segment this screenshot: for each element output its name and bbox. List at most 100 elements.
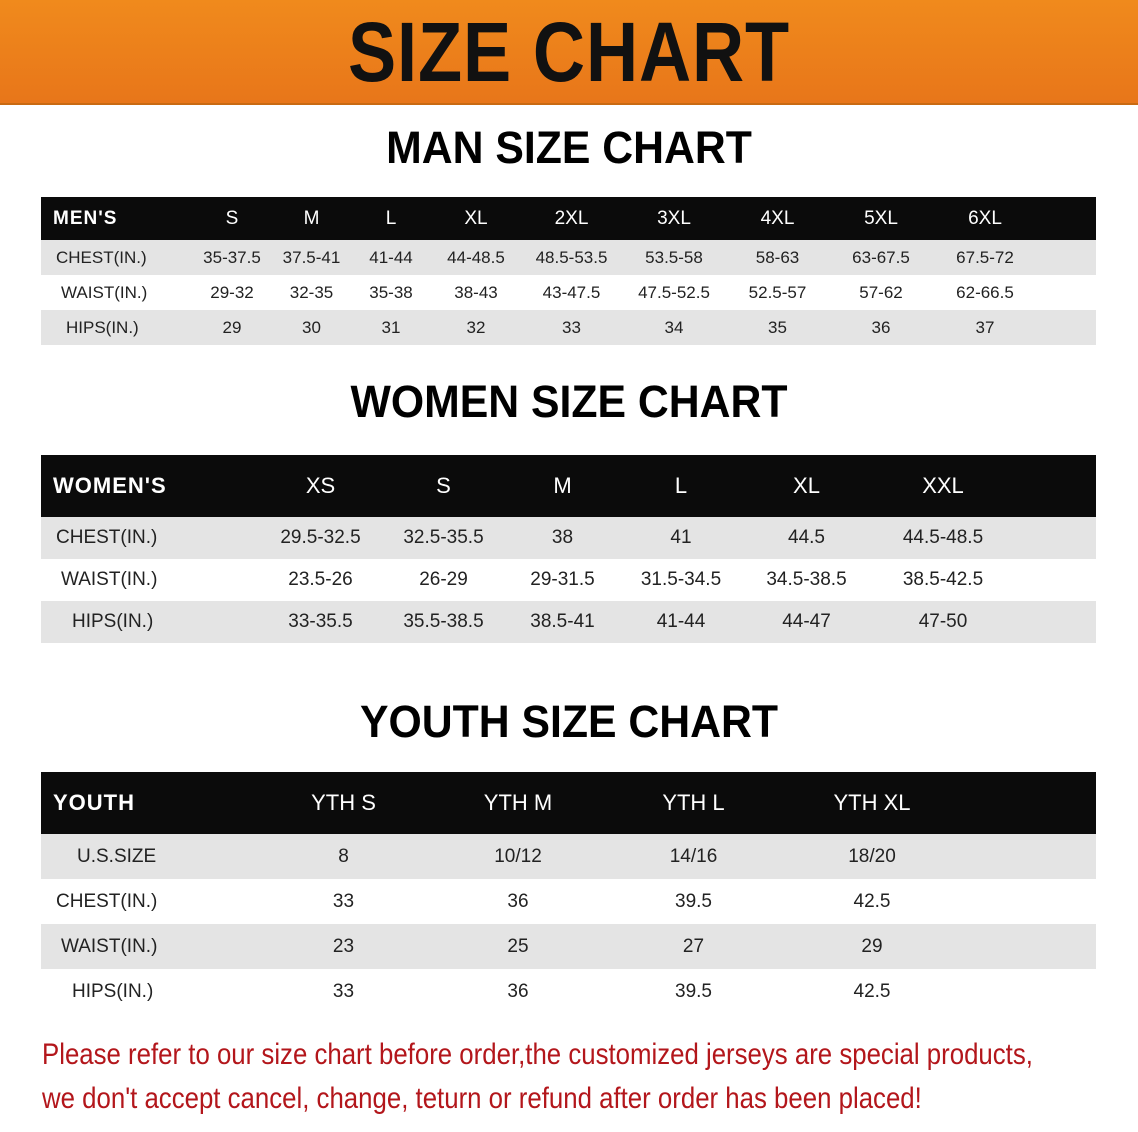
measurement-cell: 44.5 bbox=[741, 517, 872, 559]
row-label: U.S.SIZE bbox=[41, 834, 256, 879]
measurement-cell: 44.5-48.5 bbox=[872, 517, 1014, 559]
header-filler bbox=[1037, 197, 1096, 240]
row-filler bbox=[962, 834, 1096, 879]
measurement-cell: 35-37.5 bbox=[192, 240, 272, 275]
table-row: WAIST(IN.) 29-32 32-35 35-38 38-43 43-47.5 47.… bbox=[41, 275, 1096, 310]
row-label: WAIST(IN.) bbox=[41, 275, 192, 310]
table-row: HIPS(IN.) 29 30 31 32 33 34 35 36 37 bbox=[41, 310, 1096, 345]
measurement-cell: 38.5-41 bbox=[504, 601, 621, 643]
women-header-label: WOMEN'S bbox=[41, 455, 258, 517]
size-column-header: YTH XL bbox=[782, 772, 962, 834]
measurement-cell: 23.5-26 bbox=[258, 559, 383, 601]
measurement-cell: 36 bbox=[431, 879, 605, 924]
measurement-cell: 33 bbox=[256, 879, 431, 924]
measurement-cell: 62-66.5 bbox=[933, 275, 1037, 310]
measurement-cell: 34.5-38.5 bbox=[741, 559, 872, 601]
measurement-cell: 29.5-32.5 bbox=[258, 517, 383, 559]
measurement-cell: 36 bbox=[829, 310, 933, 345]
table-row: WAIST(IN.) 23.5-26 26-29 29-31.5 31.5-34.5 34… bbox=[41, 559, 1096, 601]
measurement-cell: 14/16 bbox=[605, 834, 782, 879]
measurement-cell: 47.5-52.5 bbox=[622, 275, 726, 310]
measurement-cell: 33 bbox=[521, 310, 622, 345]
row-label: CHEST(IN.) bbox=[41, 879, 256, 924]
measurement-cell: 44-48.5 bbox=[431, 240, 521, 275]
youth-header-label: YOUTH bbox=[41, 772, 256, 834]
men-size-table: MEN'S S M L XL 2XL 3XL 4XL 5XL 6XL CHEST(IN.) 35-37… bbox=[41, 197, 1096, 345]
row-label: WAIST(IN.) bbox=[41, 559, 258, 601]
table-row: CHEST(IN.) 33 36 39.5 42.5 bbox=[41, 879, 1096, 924]
size-column-header: YTH M bbox=[431, 772, 605, 834]
measurement-cell: 10/12 bbox=[431, 834, 605, 879]
measurement-cell: 36 bbox=[431, 969, 605, 1014]
measurement-cell: 33 bbox=[256, 969, 431, 1014]
men-header-label: MEN'S bbox=[41, 197, 192, 240]
size-column-header: 2XL bbox=[521, 197, 622, 240]
measurement-cell: 30 bbox=[272, 310, 351, 345]
measurement-cell: 32-35 bbox=[272, 275, 351, 310]
row-filler bbox=[1014, 517, 1096, 559]
table-row: WAIST(IN.) 23 25 27 29 bbox=[41, 924, 1096, 969]
measurement-cell: 33-35.5 bbox=[258, 601, 383, 643]
measurement-cell: 23 bbox=[256, 924, 431, 969]
measurement-cell: 52.5-57 bbox=[726, 275, 829, 310]
measurement-cell: 39.5 bbox=[605, 879, 782, 924]
size-column-header: 3XL bbox=[622, 197, 726, 240]
row-filler bbox=[1037, 310, 1096, 345]
measurement-cell: 37 bbox=[933, 310, 1037, 345]
measurement-cell: 67.5-72 bbox=[933, 240, 1037, 275]
youth-header-row: YOUTH YTH S YTH M YTH L YTH XL bbox=[41, 772, 1096, 834]
table-row: CHEST(IN.) 35-37.5 37.5-41 41-44 44-48.5 48.5… bbox=[41, 240, 1096, 275]
measurement-cell: 39.5 bbox=[605, 969, 782, 1014]
women-section-title: WOMEN SIZE CHART bbox=[350, 376, 788, 427]
measurement-cell: 38.5-42.5 bbox=[872, 559, 1014, 601]
youth-size-table: YOUTH YTH S YTH M YTH L YTH XL U.S.SIZE 8 10/12… bbox=[41, 772, 1096, 1014]
size-column-header: S bbox=[192, 197, 272, 240]
size-column-header: L bbox=[351, 197, 431, 240]
measurement-cell: 29 bbox=[192, 310, 272, 345]
row-filler bbox=[962, 924, 1096, 969]
measurement-cell: 38-43 bbox=[431, 275, 521, 310]
measurement-cell: 37.5-41 bbox=[272, 240, 351, 275]
table-row: HIPS(IN.) 33 36 39.5 42.5 bbox=[41, 969, 1096, 1014]
size-column-header: 5XL bbox=[829, 197, 933, 240]
measurement-cell: 41-44 bbox=[621, 601, 741, 643]
row-label: WAIST(IN.) bbox=[41, 924, 256, 969]
row-filler bbox=[1037, 240, 1096, 275]
size-column-header: M bbox=[504, 455, 621, 517]
row-filler bbox=[1014, 601, 1096, 643]
measurement-cell: 47-50 bbox=[872, 601, 1014, 643]
measurement-cell: 63-67.5 bbox=[829, 240, 933, 275]
size-column-header: YTH S bbox=[256, 772, 431, 834]
women-header-row: WOMEN'S XS S M L XL XXL bbox=[41, 455, 1096, 517]
row-label: CHEST(IN.) bbox=[41, 240, 192, 275]
measurement-cell: 34 bbox=[622, 310, 726, 345]
size-column-header: M bbox=[272, 197, 351, 240]
size-column-header: XL bbox=[741, 455, 872, 517]
header-filler bbox=[962, 772, 1096, 834]
measurement-cell: 29-31.5 bbox=[504, 559, 621, 601]
notice-line-2: we don't accept cancel, change, teturn o… bbox=[42, 1082, 922, 1115]
row-label: HIPS(IN.) bbox=[41, 310, 192, 345]
measurement-cell: 38 bbox=[504, 517, 621, 559]
measurement-cell: 42.5 bbox=[782, 969, 962, 1014]
measurement-cell: 41 bbox=[621, 517, 741, 559]
header-filler bbox=[1014, 455, 1096, 517]
size-column-header: YTH L bbox=[605, 772, 782, 834]
table-row: U.S.SIZE 8 10/12 14/16 18/20 bbox=[41, 834, 1096, 879]
size-column-header: XXL bbox=[872, 455, 1014, 517]
row-filler bbox=[1014, 559, 1096, 601]
banner: SIZE CHART bbox=[0, 0, 1138, 105]
row-filler bbox=[962, 969, 1096, 1014]
measurement-cell: 57-62 bbox=[829, 275, 933, 310]
size-column-header: 4XL bbox=[726, 197, 829, 240]
men-section-title: MAN SIZE CHART bbox=[386, 122, 752, 173]
measurement-cell: 29 bbox=[782, 924, 962, 969]
size-column-header: S bbox=[383, 455, 504, 517]
measurement-cell: 35-38 bbox=[351, 275, 431, 310]
table-row: HIPS(IN.) 33-35.5 35.5-38.5 38.5-41 41-44 44-… bbox=[41, 601, 1096, 643]
measurement-cell: 25 bbox=[431, 924, 605, 969]
measurement-cell: 29-32 bbox=[192, 275, 272, 310]
size-column-header: XS bbox=[258, 455, 383, 517]
measurement-cell: 35 bbox=[726, 310, 829, 345]
measurement-cell: 31.5-34.5 bbox=[621, 559, 741, 601]
